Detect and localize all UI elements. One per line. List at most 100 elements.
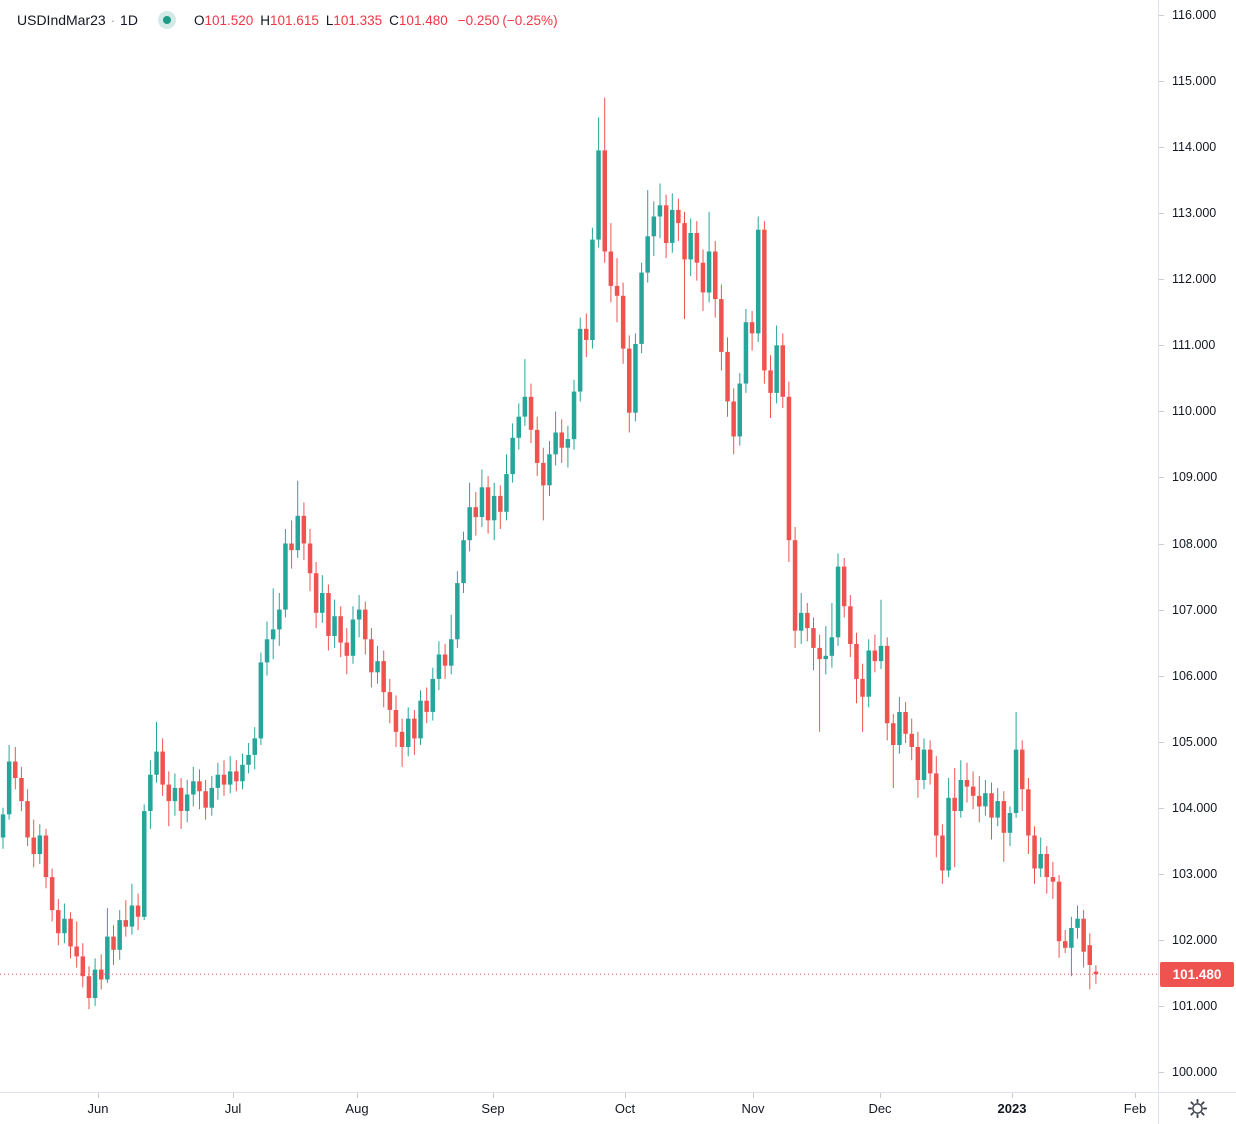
time-tick [1135,1093,1136,1098]
ohlc-readout: O101.520 H101.615 L101.335 C101.480 −0.2… [194,13,558,28]
candle [989,782,994,840]
price-axis-label: 109.000 [1159,469,1236,485]
candle [436,641,442,691]
candle [866,639,871,708]
candle [313,562,319,629]
candle [68,912,73,959]
price-axis-label: 105.000 [1159,734,1236,750]
candle [811,617,816,671]
candle [6,745,12,820]
price-tick [1159,873,1164,875]
candle [154,721,159,783]
candle [74,921,79,968]
candle [80,943,86,988]
candle [92,958,98,1006]
candlestick-chart[interactable] [0,0,1158,1092]
candle [608,223,614,303]
candle [596,117,601,248]
candle [209,776,214,816]
candle [283,529,288,618]
candle [817,634,822,732]
candle [927,740,933,785]
candle [135,893,141,930]
candle [117,910,122,960]
candle [878,599,884,669]
candle [1087,933,1092,990]
time-axis-label: Jul [224,1101,242,1116]
candle [651,201,657,257]
candle [633,333,638,422]
candle [952,768,957,868]
candle [1038,837,1043,878]
candle [983,780,988,816]
interval-label[interactable]: 1D [120,12,138,28]
candle [227,756,233,794]
candles-layer [0,97,1099,1010]
candle [473,492,478,536]
candle [774,325,779,404]
candle [995,787,1000,827]
candle [148,760,153,829]
candle [921,738,927,790]
candle [142,804,147,921]
time-tick [233,1093,234,1098]
candle [915,731,921,798]
candle [639,262,644,354]
candle [577,317,583,402]
candle [805,603,810,642]
candle [620,282,626,364]
candle [756,216,761,342]
candle [412,710,417,755]
price-tick [1159,15,1164,16]
candle [860,663,865,732]
symbol-name[interactable]: USDIndMar23 [17,12,106,28]
price-tick [1159,939,1164,941]
candle [663,194,669,259]
candle [424,687,429,724]
candle [958,760,964,818]
candle [504,454,509,521]
candle [264,621,270,676]
candle [393,695,399,747]
candle [553,411,558,466]
candle [234,760,239,792]
legend: USDIndMar23 · 1D O101.520 H101.615 L101.… [17,7,558,33]
candle [191,766,196,807]
candle [528,383,534,444]
settings-button[interactable] [1159,1093,1236,1124]
candle [491,482,497,541]
candle [547,441,552,496]
price-axis-label: 116.000 [1159,7,1236,23]
price-axis[interactable]: 101.480 116.000 115.000 114.000 113.000 112.… [1159,0,1236,1092]
candle [762,221,767,384]
candle [1013,712,1019,818]
time-axis-border [0,1092,1236,1093]
candle [381,650,386,708]
market-status-icon[interactable] [154,7,180,33]
candle [178,778,184,829]
candle [823,626,828,675]
candle [184,780,190,823]
candle [1056,875,1062,958]
time-axis[interactable]: Jun Jul Aug Sep Oct Nov Dec 2023 Feb [0,1093,1158,1124]
candle [872,634,878,673]
candle [111,925,116,965]
candle [940,824,945,884]
close-label: C [389,12,399,28]
candle [356,595,362,638]
candle [516,403,521,450]
candle [350,606,356,664]
candle [203,780,208,820]
candle [461,531,466,593]
candle [13,747,18,790]
candle [534,416,540,477]
candle [970,771,976,810]
price-axis-label: 107.000 [1159,602,1236,618]
candle [571,379,577,450]
candle [1063,930,1068,954]
candle [320,575,325,623]
candle [1093,965,1099,984]
candle [455,571,460,648]
candle [713,240,718,318]
